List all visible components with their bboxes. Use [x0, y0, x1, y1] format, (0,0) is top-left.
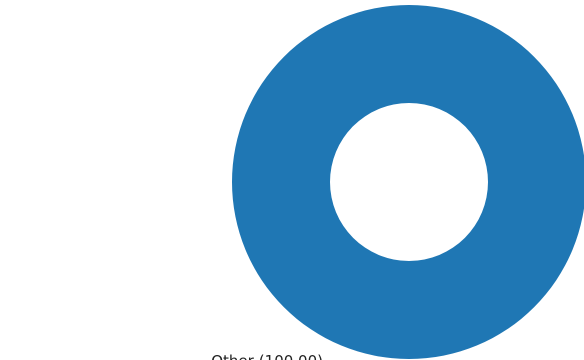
slice-category: Other: [211, 352, 254, 360]
slice-label: Other (100.00): [211, 352, 323, 360]
donut-slice: [232, 5, 584, 359]
slice-value-label: (100.00): [259, 352, 323, 360]
